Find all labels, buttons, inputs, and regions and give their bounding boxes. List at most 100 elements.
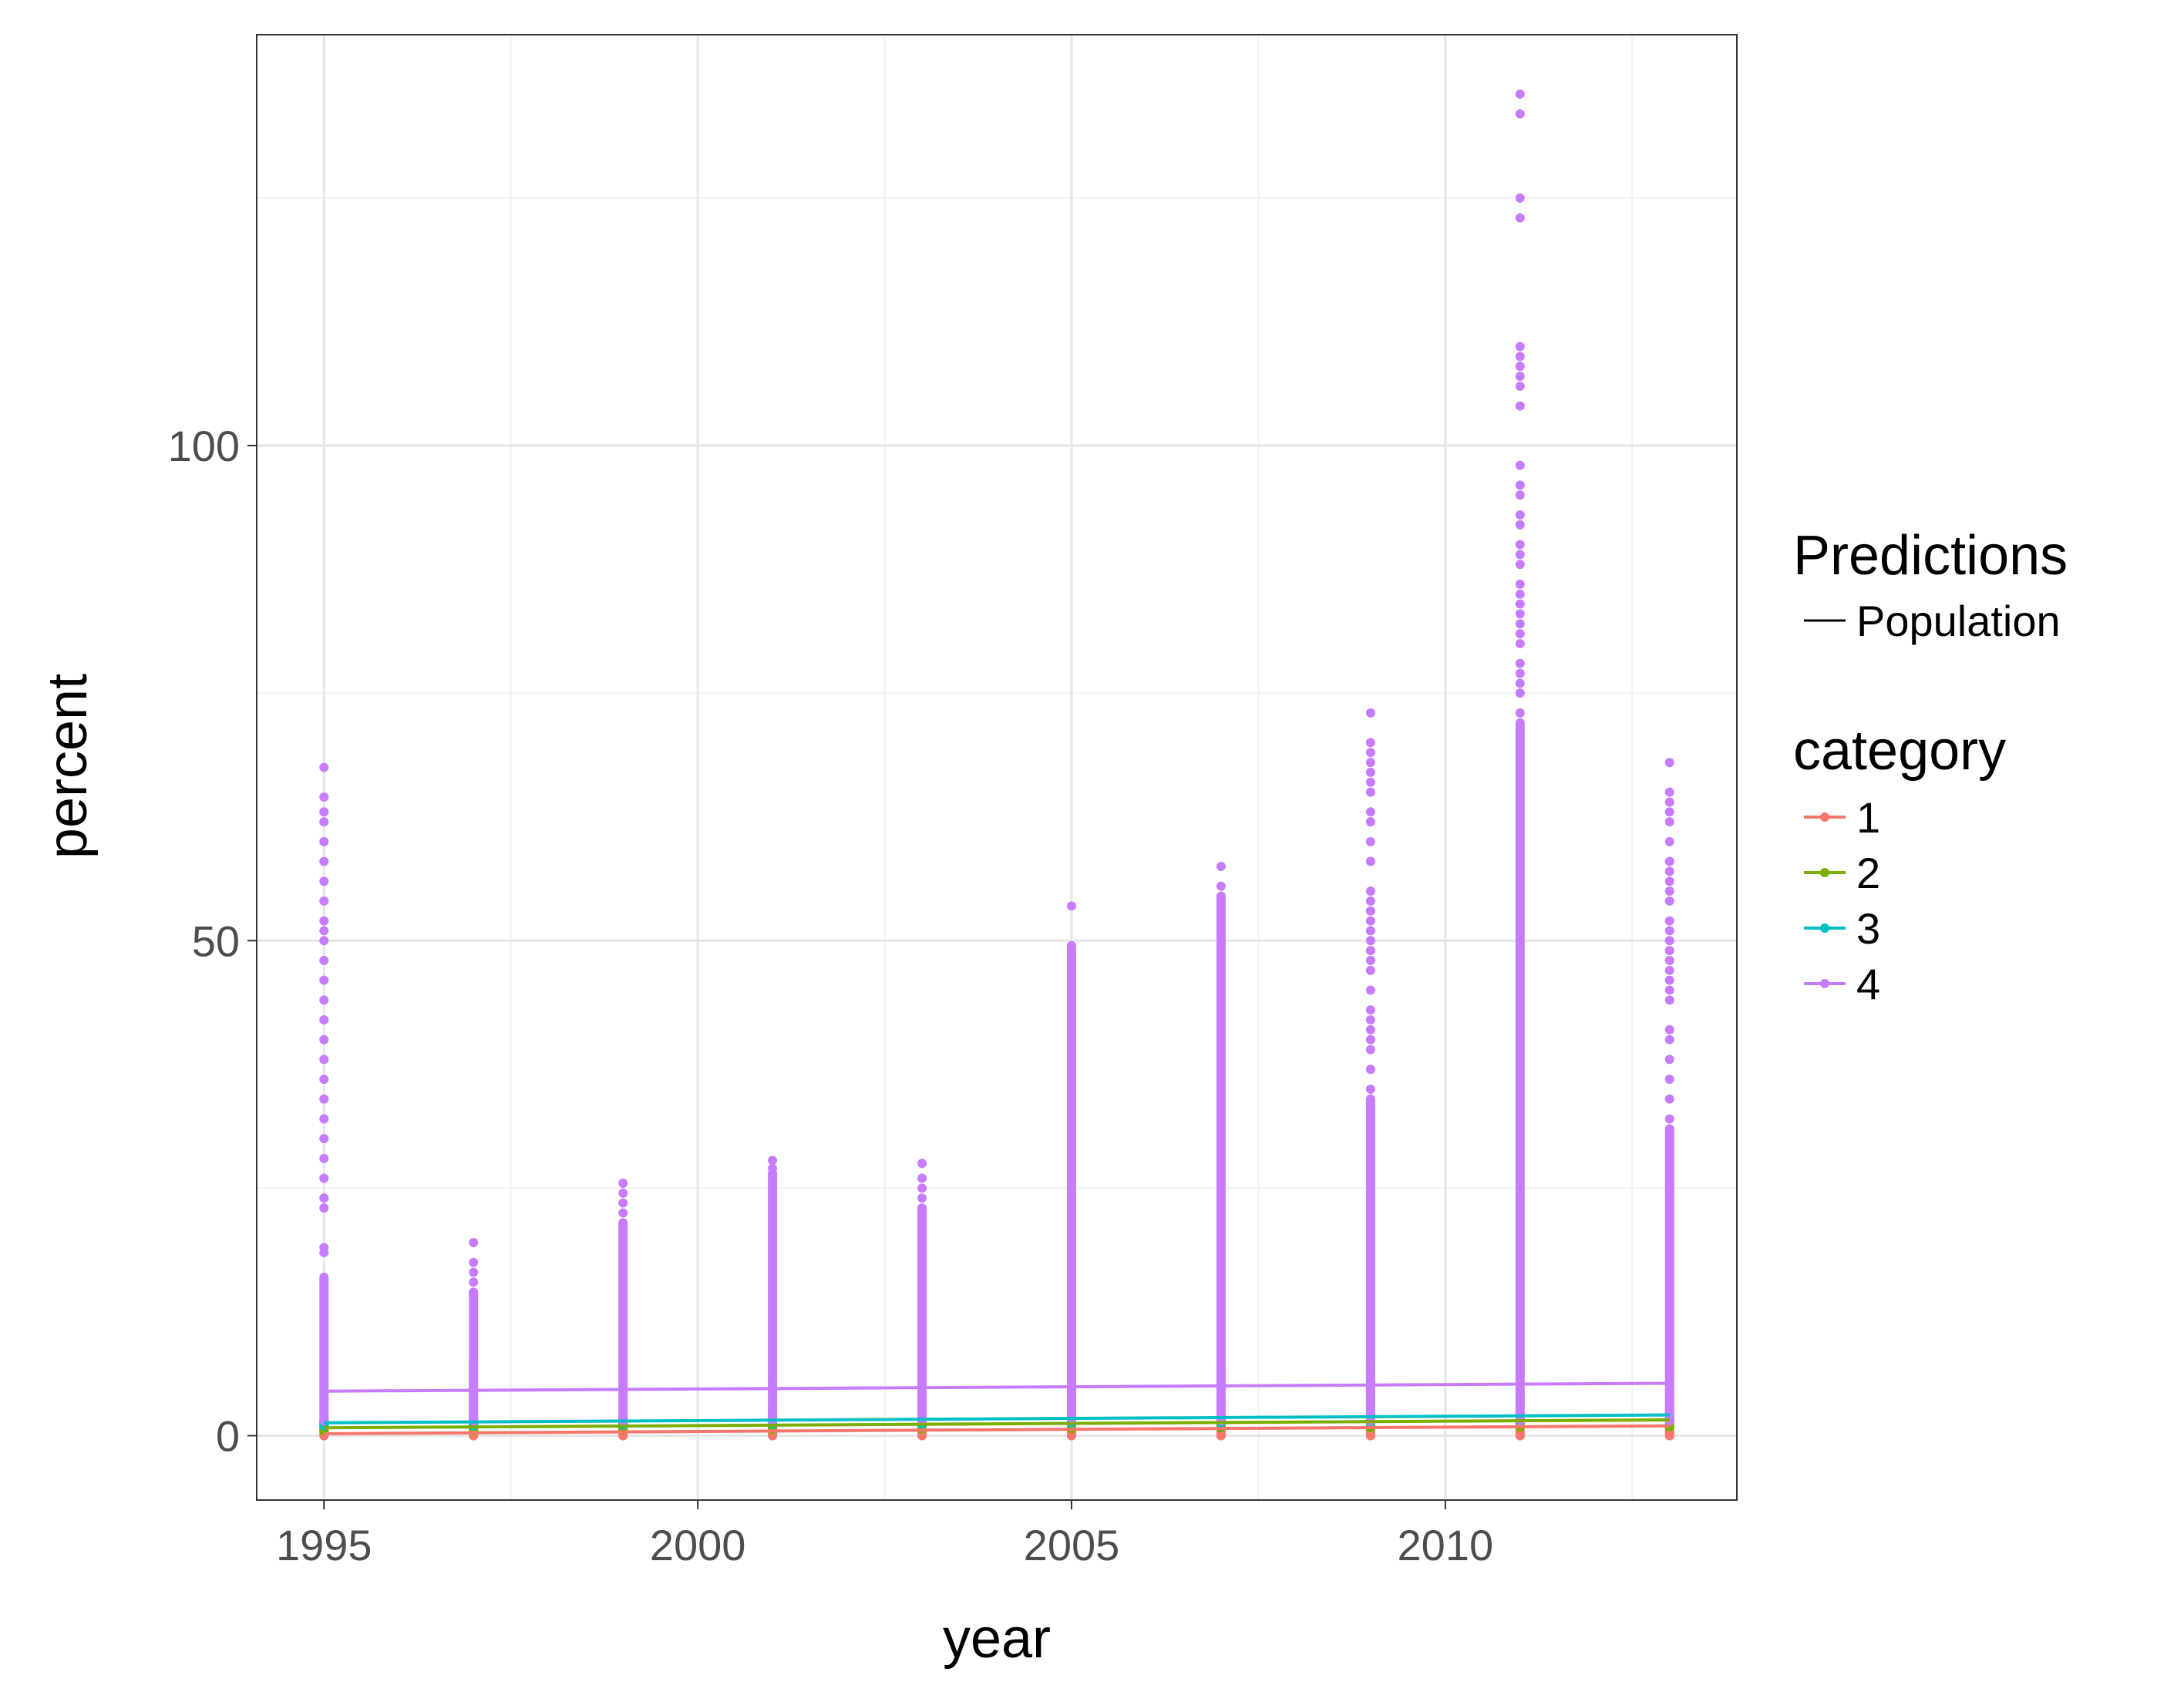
x-tick-label: 2010 — [1398, 1521, 1494, 1569]
series-4-point — [1515, 1370, 1525, 1380]
series-4-point — [1365, 767, 1375, 777]
series-4-point — [1664, 1024, 1674, 1034]
series-4-point — [1664, 995, 1674, 1005]
series-4-point — [1515, 520, 1525, 530]
series-4-point — [1515, 510, 1525, 520]
series-4-point — [1515, 629, 1525, 639]
legend-label-2: 2 — [1856, 849, 1880, 897]
legend-label-1: 1 — [1856, 793, 1880, 842]
series-4-point — [1515, 480, 1525, 490]
series-4-point — [1515, 560, 1525, 570]
series-4-point — [319, 936, 329, 946]
legend-label-3: 3 — [1856, 904, 1880, 953]
legend-key-point-3 — [1820, 923, 1829, 933]
series-4-point — [1365, 1362, 1375, 1372]
series-4-point — [1664, 1114, 1674, 1124]
series-4-point — [319, 1243, 329, 1253]
y-tick-label: 0 — [216, 1412, 240, 1461]
series-4-point — [1515, 579, 1525, 589]
x-axis-title: year — [943, 1608, 1051, 1670]
series-4-point — [319, 817, 329, 827]
series-4-point — [1515, 619, 1525, 629]
series-4-point — [1664, 975, 1674, 985]
series-4-point — [768, 1401, 778, 1411]
series-1-prediction-line — [324, 1424, 1670, 1435]
series-4-point — [469, 1238, 479, 1248]
series-4-point — [319, 896, 329, 906]
series-4-point — [618, 1377, 628, 1388]
series-4-point — [319, 856, 329, 866]
series-4-point — [469, 1401, 479, 1411]
legend-predictions-title: Predictions — [1793, 525, 2068, 587]
series-4-point — [319, 1408, 329, 1418]
series-4-point — [1365, 1015, 1375, 1025]
series-4-point — [917, 1183, 927, 1193]
series-4-point — [1216, 1385, 1226, 1395]
legend-category-keys: 1 2 3 4 — [1804, 793, 1880, 1008]
series-4-point — [1365, 1393, 1375, 1403]
series-4-point — [1664, 1075, 1674, 1085]
series-4-point — [618, 1393, 628, 1403]
series-4-point — [768, 1408, 778, 1418]
series-4-point — [319, 916, 329, 926]
series-4-point — [319, 1193, 329, 1203]
series-4-point — [1515, 109, 1525, 119]
series-3-prediction-line — [324, 1413, 1670, 1425]
series-2-prediction-line — [324, 1418, 1670, 1430]
series-4-point — [1515, 381, 1525, 391]
series-4-point — [1515, 1385, 1525, 1395]
series-4-point — [319, 792, 329, 802]
series-4-point — [319, 1114, 329, 1124]
series-4-point — [1066, 1377, 1076, 1388]
series-4-point — [319, 1393, 329, 1403]
series-4-point — [1664, 1401, 1674, 1411]
y-tick-labels: 0 50 100 — [168, 422, 240, 1460]
series-4-point — [1664, 817, 1674, 827]
series-4-point — [1664, 1094, 1674, 1104]
series-4-point — [1515, 372, 1525, 382]
series-4-point — [1515, 609, 1525, 619]
series-4-point — [1664, 758, 1674, 768]
series-4-point — [768, 1370, 778, 1380]
series-4-point — [319, 1203, 329, 1213]
legend: Predictions Population category 1 2 3 4 — [1793, 525, 2068, 1008]
series-4-point — [1515, 89, 1525, 99]
series-4-point — [319, 762, 329, 772]
series-4-point — [917, 1159, 927, 1169]
series-4-point — [319, 1370, 329, 1380]
y-axis-title: percent — [37, 674, 99, 859]
x-tick-label: 2000 — [650, 1521, 746, 1569]
series-4-point — [1515, 668, 1525, 678]
series-4-point — [319, 926, 329, 936]
series-4-point — [319, 1173, 329, 1183]
series-4-point — [1365, 708, 1375, 718]
series-4-point — [1365, 886, 1375, 896]
series-4-point — [319, 1094, 329, 1104]
series-4-point — [319, 1134, 329, 1144]
series-4-point — [1365, 817, 1375, 827]
series-4-point — [1365, 906, 1375, 916]
series-4-point — [1216, 1370, 1226, 1380]
series-4-point — [1365, 1084, 1375, 1094]
legend-category-title: category — [1793, 720, 2006, 782]
series-4-point — [917, 1401, 927, 1411]
legend-label-4: 4 — [1856, 960, 1880, 1008]
plot-lines — [324, 1381, 1670, 1435]
series-4-point — [1664, 926, 1674, 936]
series-4-point — [1066, 1370, 1076, 1380]
series-4-point — [1664, 936, 1674, 946]
series-4-point — [1365, 1370, 1375, 1380]
series-4-point — [469, 1408, 479, 1418]
series-4-point — [1664, 1393, 1674, 1403]
series-4-prediction-line — [324, 1381, 1670, 1393]
series-4-point — [319, 1362, 329, 1372]
series-4-point — [319, 1055, 329, 1065]
series-1-point — [1066, 1431, 1076, 1441]
series-4-point — [1365, 856, 1375, 866]
series-1-point — [1664, 1431, 1674, 1441]
x-tick-label: 2005 — [1024, 1521, 1120, 1569]
series-4-point — [1664, 836, 1674, 846]
series-4-point — [1664, 955, 1674, 965]
series-4-point — [917, 1408, 927, 1418]
